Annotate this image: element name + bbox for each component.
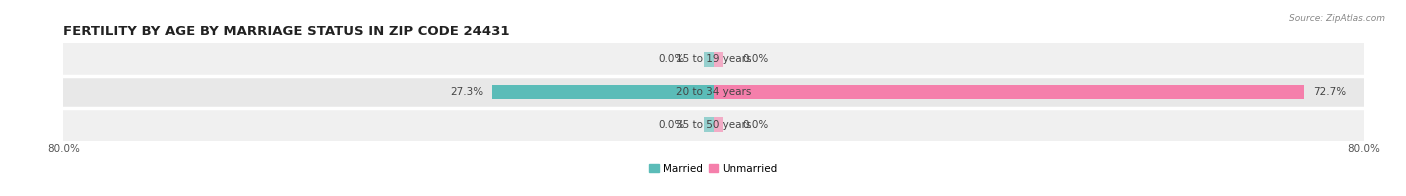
Text: 0.0%: 0.0% — [742, 54, 768, 64]
Bar — [492, 85, 713, 100]
Bar — [63, 108, 1364, 141]
Bar — [704, 52, 713, 67]
Text: 0.0%: 0.0% — [659, 120, 685, 130]
Text: 0.0%: 0.0% — [659, 54, 685, 64]
Text: FERTILITY BY AGE BY MARRIAGE STATUS IN ZIP CODE 24431: FERTILITY BY AGE BY MARRIAGE STATUS IN Z… — [63, 25, 510, 38]
Text: 72.7%: 72.7% — [1313, 87, 1346, 97]
Text: 20 to 34 years: 20 to 34 years — [676, 87, 751, 97]
Text: 27.3%: 27.3% — [450, 87, 484, 97]
Legend: Married, Unmarried: Married, Unmarried — [650, 164, 778, 174]
Bar — [713, 52, 723, 67]
Bar — [713, 85, 1305, 100]
Text: 35 to 50 years: 35 to 50 years — [676, 120, 751, 130]
Bar — [713, 117, 723, 132]
Text: Source: ZipAtlas.com: Source: ZipAtlas.com — [1289, 14, 1385, 23]
Text: 0.0%: 0.0% — [742, 120, 768, 130]
Bar — [704, 117, 713, 132]
Bar — [63, 43, 1364, 76]
Text: 15 to 19 years: 15 to 19 years — [676, 54, 751, 64]
Bar — [63, 76, 1364, 108]
